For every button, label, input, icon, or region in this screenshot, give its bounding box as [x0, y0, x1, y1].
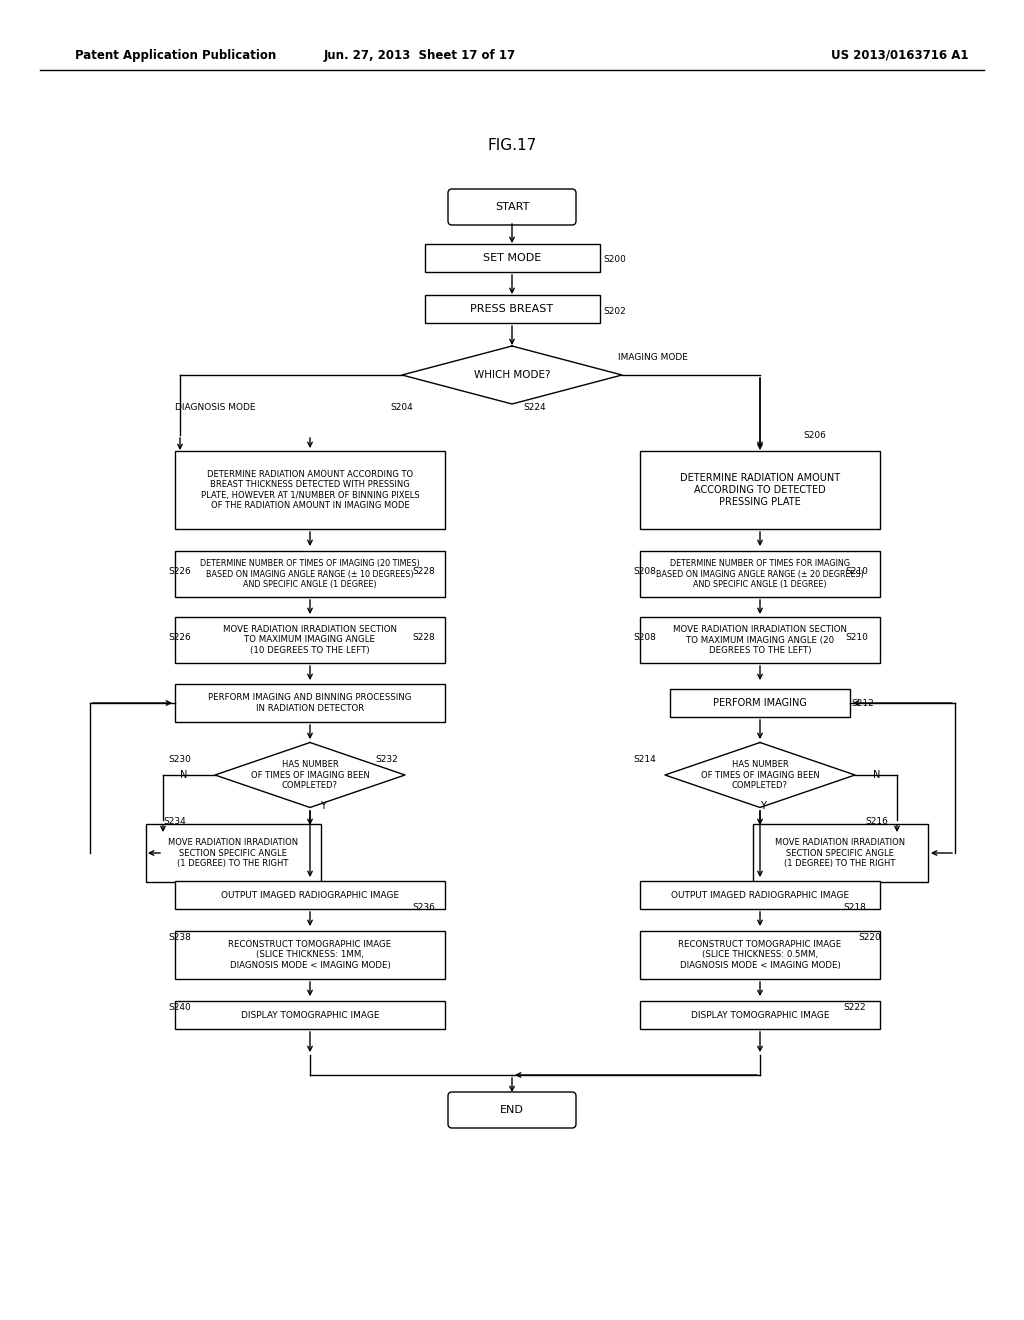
Text: S236: S236 — [412, 903, 435, 912]
Text: DISPLAY TOMOGRAPHIC IMAGE: DISPLAY TOMOGRAPHIC IMAGE — [241, 1011, 379, 1019]
Text: S212: S212 — [851, 700, 873, 709]
Text: S226: S226 — [168, 634, 190, 643]
Text: WHICH MODE?: WHICH MODE? — [474, 370, 550, 380]
Text: OUTPUT IMAGED RADIOGRAPHIC IMAGE: OUTPUT IMAGED RADIOGRAPHIC IMAGE — [671, 891, 849, 899]
Text: S240: S240 — [168, 1002, 190, 1011]
Text: S216: S216 — [865, 817, 888, 826]
Text: N: N — [180, 770, 187, 780]
Polygon shape — [665, 742, 855, 808]
Bar — [670, 689, 850, 717]
Text: RECONSTRUCT TOMOGRAPHIC IMAGE
(SLICE THICKNESS: 1MM,
DIAGNOSIS MODE < IMAGING MO: RECONSTRUCT TOMOGRAPHIC IMAGE (SLICE THI… — [228, 940, 391, 970]
Text: S230: S230 — [168, 755, 190, 764]
Text: HAS NUMBER
OF TIMES OF IMAGING BEEN
COMPLETED?: HAS NUMBER OF TIMES OF IMAGING BEEN COMP… — [700, 760, 819, 789]
Text: S220: S220 — [858, 932, 881, 941]
Text: Patent Application Publication: Patent Application Publication — [75, 49, 276, 62]
Text: S200: S200 — [603, 256, 626, 264]
Bar — [175, 931, 445, 979]
Text: S214: S214 — [633, 755, 655, 764]
Bar — [640, 550, 880, 597]
FancyBboxPatch shape — [449, 189, 575, 224]
Polygon shape — [402, 346, 622, 404]
Text: DIAGNOSIS MODE: DIAGNOSIS MODE — [175, 404, 256, 412]
Bar — [640, 1001, 880, 1030]
Bar — [175, 684, 445, 722]
Text: DETERMINE RADIATION AMOUNT ACCORDING TO
BREAST THICKNESS DETECTED WITH PRESSING
: DETERMINE RADIATION AMOUNT ACCORDING TO … — [201, 470, 419, 510]
Text: S228: S228 — [412, 568, 435, 577]
Text: S208: S208 — [633, 634, 656, 643]
Bar — [640, 451, 880, 529]
Text: S224: S224 — [523, 404, 546, 412]
Text: S210: S210 — [845, 634, 868, 643]
Text: PRESS BREAST: PRESS BREAST — [470, 304, 554, 314]
Bar — [175, 1001, 445, 1030]
Text: END: END — [500, 1105, 524, 1115]
Text: DISPLAY TOMOGRAPHIC IMAGE: DISPLAY TOMOGRAPHIC IMAGE — [691, 1011, 829, 1019]
Text: Y: Y — [760, 801, 766, 810]
Text: S202: S202 — [603, 306, 626, 315]
Text: DETERMINE NUMBER OF TIMES FOR IMAGING
BASED ON IMAGING ANGLE RANGE (± 20 DEGREES: DETERMINE NUMBER OF TIMES FOR IMAGING BA… — [656, 560, 864, 589]
Text: S204: S204 — [390, 404, 413, 412]
Text: MOVE RADIATION IRRADIATION SECTION
TO MAXIMUM IMAGING ANGLE (20
DEGREES TO THE L: MOVE RADIATION IRRADIATION SECTION TO MA… — [673, 626, 847, 655]
Text: DETERMINE RADIATION AMOUNT
ACCORDING TO DETECTED
PRESSING PLATE: DETERMINE RADIATION AMOUNT ACCORDING TO … — [680, 474, 840, 507]
Text: S210: S210 — [845, 568, 868, 577]
Bar — [175, 616, 445, 663]
Bar — [425, 244, 599, 272]
Bar — [175, 451, 445, 529]
Text: S226: S226 — [168, 568, 190, 577]
Text: N: N — [873, 770, 881, 780]
Text: Jun. 27, 2013  Sheet 17 of 17: Jun. 27, 2013 Sheet 17 of 17 — [324, 49, 516, 62]
Text: US 2013/0163716 A1: US 2013/0163716 A1 — [831, 49, 969, 62]
Text: START: START — [495, 202, 529, 213]
FancyBboxPatch shape — [449, 1092, 575, 1129]
Text: Y: Y — [319, 801, 326, 810]
Text: S222: S222 — [843, 1002, 865, 1011]
Text: OUTPUT IMAGED RADIOGRAPHIC IMAGE: OUTPUT IMAGED RADIOGRAPHIC IMAGE — [221, 891, 399, 899]
Bar — [640, 931, 880, 979]
Text: FIG.17: FIG.17 — [487, 137, 537, 153]
Text: HAS NUMBER
OF TIMES OF IMAGING BEEN
COMPLETED?: HAS NUMBER OF TIMES OF IMAGING BEEN COMP… — [251, 760, 370, 789]
Text: S234: S234 — [163, 817, 185, 826]
Text: RECONSTRUCT TOMOGRAPHIC IMAGE
(SLICE THICKNESS: 0.5MM,
DIAGNOSIS MODE < IMAGING : RECONSTRUCT TOMOGRAPHIC IMAGE (SLICE THI… — [678, 940, 842, 970]
Text: MOVE RADIATION IRRADIATION
SECTION SPECIFIC ANGLE
(1 DEGREE) TO THE RIGHT: MOVE RADIATION IRRADIATION SECTION SPECI… — [775, 838, 905, 869]
Text: MOVE RADIATION IRRADIATION
SECTION SPECIFIC ANGLE
(1 DEGREE) TO THE RIGHT: MOVE RADIATION IRRADIATION SECTION SPECI… — [168, 838, 298, 869]
Bar — [175, 880, 445, 909]
Text: MOVE RADIATION IRRADIATION SECTION
TO MAXIMUM IMAGING ANGLE
(10 DEGREES TO THE L: MOVE RADIATION IRRADIATION SECTION TO MA… — [223, 626, 397, 655]
Text: PERFORM IMAGING AND BINNING PROCESSING
IN RADIATION DETECTOR: PERFORM IMAGING AND BINNING PROCESSING I… — [208, 693, 412, 713]
Bar — [145, 824, 321, 882]
Bar — [640, 616, 880, 663]
Text: S238: S238 — [168, 932, 190, 941]
Text: S218: S218 — [843, 903, 866, 912]
Bar — [425, 294, 599, 323]
Text: SET MODE: SET MODE — [483, 253, 541, 263]
Text: S232: S232 — [375, 755, 397, 764]
Text: S228: S228 — [412, 634, 435, 643]
Bar — [640, 880, 880, 909]
Bar — [753, 824, 928, 882]
Text: IMAGING MODE: IMAGING MODE — [618, 354, 688, 363]
Bar — [175, 550, 445, 597]
Polygon shape — [215, 742, 406, 808]
Text: PERFORM IMAGING: PERFORM IMAGING — [713, 698, 807, 708]
Text: S208: S208 — [633, 568, 656, 577]
Text: S206: S206 — [803, 430, 826, 440]
Text: DETERMINE NUMBER OF TIMES OF IMAGING (20 TIMES)
BASED ON IMAGING ANGLE RANGE (± : DETERMINE NUMBER OF TIMES OF IMAGING (20… — [200, 560, 420, 589]
